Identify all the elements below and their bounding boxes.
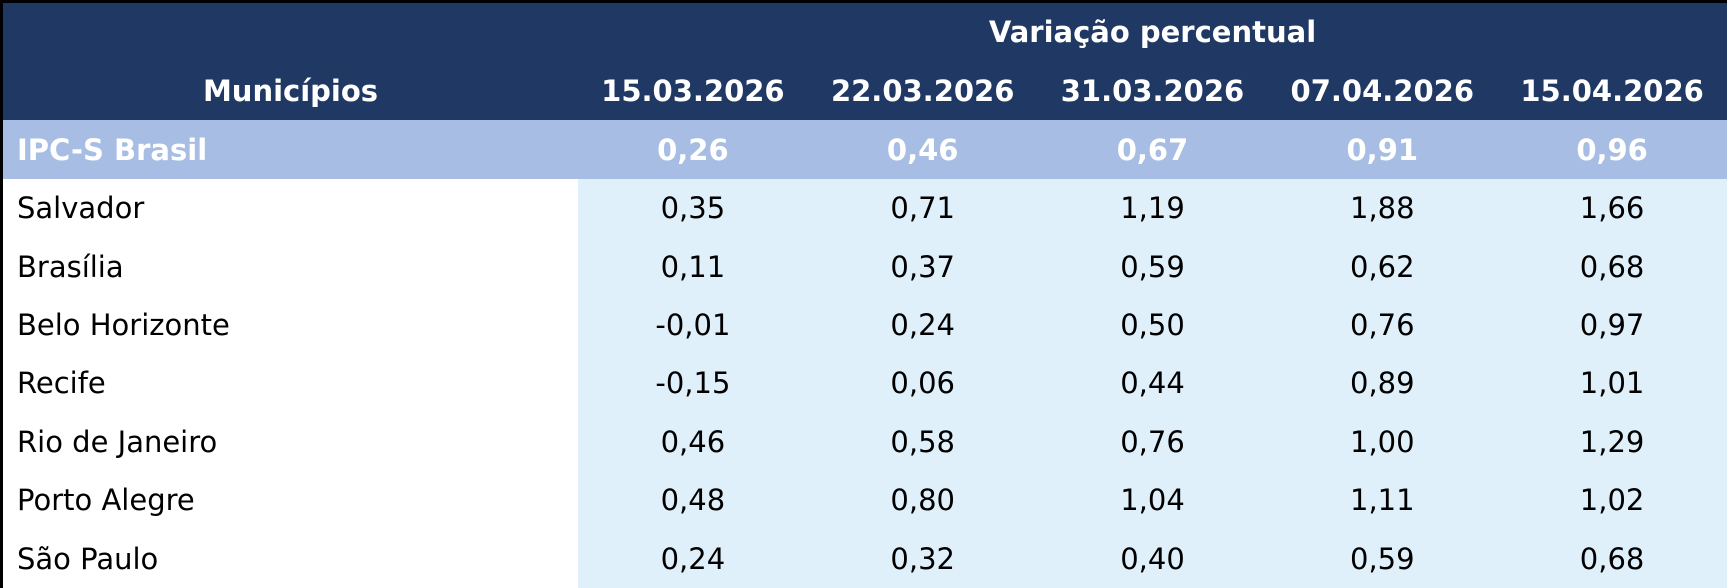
row-label: Porto Alegre <box>3 470 578 530</box>
table-body: IPC-S Brasil 0,26 0,46 0,67 0,91 0,96 Salvador… <box>3 120 1727 588</box>
row-label: Belo Horizonte <box>3 295 578 355</box>
row-label: Rio de Janeiro <box>3 412 578 471</box>
cell-value: 0,24 <box>578 529 808 588</box>
column-header: 07.04.2026 <box>1267 61 1498 120</box>
cell-value: 0,48 <box>578 470 808 530</box>
header-blank <box>3 3 578 61</box>
cell-value: 1,19 <box>1037 179 1268 238</box>
cell-value: 0,62 <box>1267 237 1498 296</box>
cell-value: 0,76 <box>1267 295 1498 355</box>
cell-value: 0,37 <box>807 237 1038 296</box>
cell-value: 0,67 <box>1037 120 1268 179</box>
cell-value: -0,01 <box>578 295 808 355</box>
row-label: São Paulo <box>3 529 578 588</box>
cell-value: 0,46 <box>807 120 1038 179</box>
column-header: 31.03.2026 <box>1037 61 1268 120</box>
row-label: Salvador <box>3 179 578 238</box>
header-row: Variação percentual <box>3 3 1727 61</box>
cell-value: 1,11 <box>1267 470 1498 530</box>
data-row: São Paulo 0,24 0,32 0,40 0,59 0,68 <box>3 529 1727 588</box>
cell-value: 1,02 <box>1497 470 1727 530</box>
cell-value: 0,68 <box>1497 237 1727 296</box>
header-row: Municípios 15.03.2026 22.03.2026 31.03.202… <box>3 61 1727 120</box>
cell-value: 0,11 <box>578 237 808 296</box>
cell-value: 1,00 <box>1267 412 1498 471</box>
cell-value: 0,50 <box>1037 295 1268 355</box>
cell-value: 1,04 <box>1037 470 1268 530</box>
cell-value: 1,29 <box>1497 412 1727 471</box>
cell-value: 0,96 <box>1497 120 1727 179</box>
cell-value: 0,76 <box>1037 412 1268 471</box>
summary-row: IPC-S Brasil 0,26 0,46 0,67 0,91 0,96 <box>3 120 1727 179</box>
data-row: Belo Horizonte -0,01 0,24 0,50 0,76 0,97 <box>3 295 1727 355</box>
column-header: 15.03.2026 <box>578 61 808 120</box>
cell-value: 0,26 <box>578 120 808 179</box>
cell-value: 0,68 <box>1497 529 1727 588</box>
column-header: 15.04.2026 <box>1497 61 1727 120</box>
cell-value: 0,58 <box>807 412 1038 471</box>
column-header: Municípios <box>3 61 578 120</box>
cell-value: 0,97 <box>1497 295 1727 355</box>
cell-value: 0,71 <box>807 179 1038 238</box>
group-title: Variação percentual <box>578 3 1727 61</box>
data-row: Recife -0,15 0,06 0,44 0,89 1,01 <box>3 354 1727 413</box>
cell-value: 0,24 <box>807 295 1038 355</box>
cell-value: 0,32 <box>807 529 1038 588</box>
cell-value: 0,06 <box>807 354 1038 413</box>
cell-value: 0,59 <box>1037 237 1268 296</box>
cell-value: 0,89 <box>1267 354 1498 413</box>
cell-value: 0,59 <box>1267 529 1498 588</box>
cell-value: -0,15 <box>578 354 808 413</box>
cell-value: 0,46 <box>578 412 808 471</box>
cell-value: 0,35 <box>578 179 808 238</box>
data-row: Porto Alegre 0,48 0,80 1,04 1,11 1,02 <box>3 470 1727 530</box>
cell-value: 0,40 <box>1037 529 1268 588</box>
cell-value: 1,01 <box>1497 354 1727 413</box>
cell-value: 0,44 <box>1037 354 1268 413</box>
row-label: IPC-S Brasil <box>3 120 578 179</box>
data-row: Brasília 0,11 0,37 0,59 0,62 0,68 <box>3 237 1727 296</box>
row-label: Recife <box>3 354 578 413</box>
cell-value: 1,88 <box>1267 179 1498 238</box>
cell-value: 1,66 <box>1497 179 1727 238</box>
column-header: 22.03.2026 <box>807 61 1038 120</box>
data-row: Rio de Janeiro 0,46 0,58 0,76 1,00 1,29 <box>3 412 1727 471</box>
table: Variação percentual Municípios 15.03.202… <box>3 3 1727 588</box>
data-row: Salvador 0,35 0,71 1,19 1,88 1,66 <box>3 179 1727 238</box>
cell-value: 0,91 <box>1267 120 1498 179</box>
cell-value: 0,80 <box>807 470 1038 530</box>
row-label: Brasília <box>3 237 578 296</box>
